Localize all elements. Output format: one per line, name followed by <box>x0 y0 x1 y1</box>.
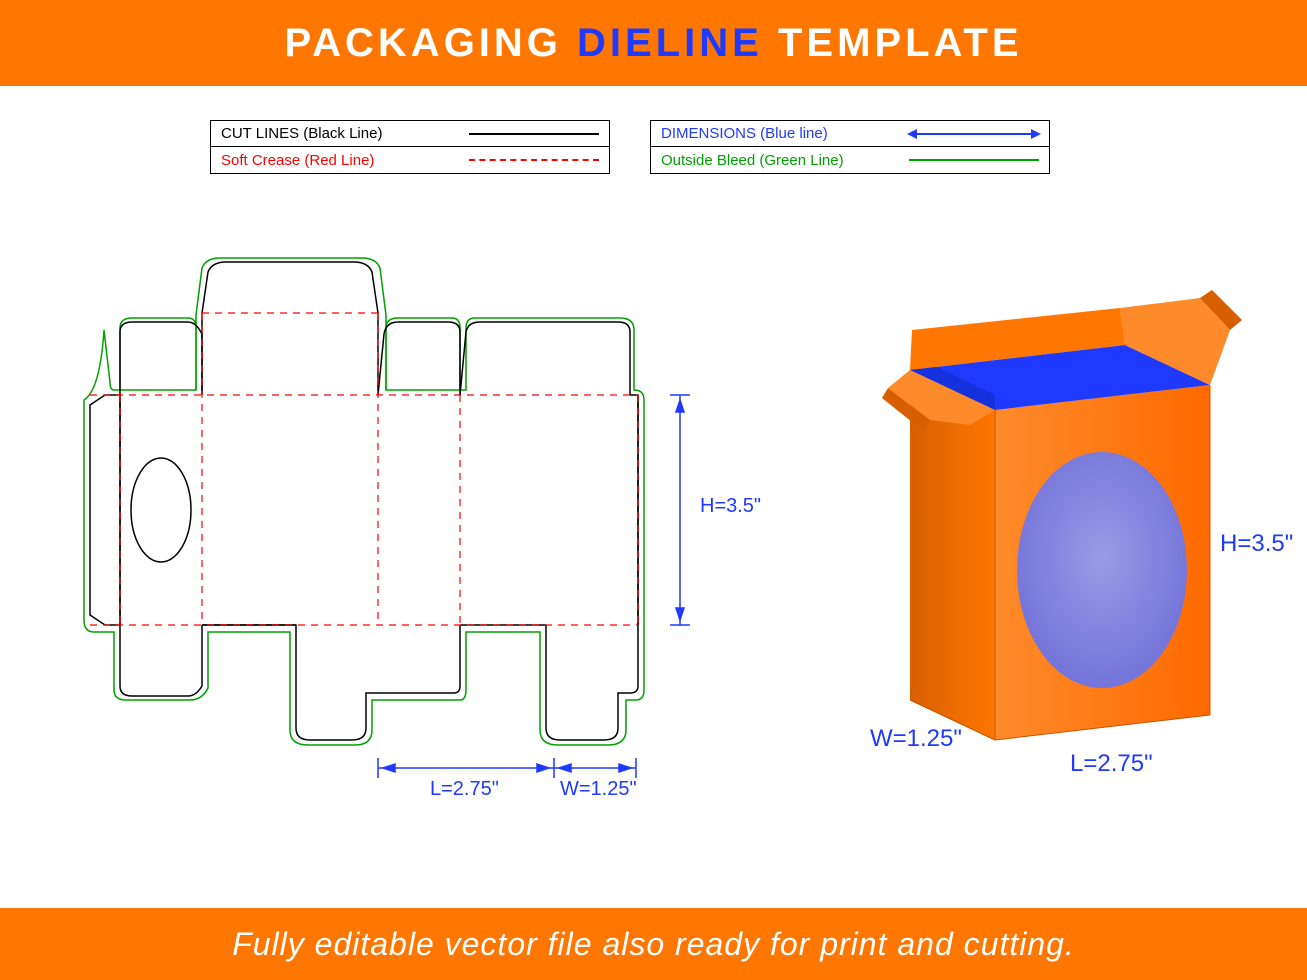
legend-label: CUT LINES (Black Line) <box>221 125 469 142</box>
header-band: PACKAGING DIELINE TEMPLATE <box>0 0 1307 86</box>
page-title: PACKAGING DIELINE TEMPLATE <box>284 21 1022 66</box>
footer-text: Fully editable vector file also ready fo… <box>232 926 1075 963</box>
bleed-outline <box>84 258 644 745</box>
legend-row-cut: CUT LINES (Black Line) <box>211 121 609 147</box>
crease-lines <box>90 313 638 625</box>
footer-band: Fully editable vector file also ready fo… <box>0 908 1307 980</box>
legend-label: DIMENSIONS (Blue line) <box>661 125 909 142</box>
legend-sample-dash-red <box>469 159 599 161</box>
legend-box-left: CUT LINES (Black Line) Soft Crease (Red … <box>210 120 610 174</box>
cut-outline <box>90 262 638 740</box>
legend-sample-arrow-blue <box>909 133 1039 135</box>
dim3d-w-label: W=1.25" <box>870 725 962 753</box>
dimension-lines <box>378 395 690 778</box>
dim3d-h-label: H=3.5" <box>1220 530 1293 558</box>
legend-label: Outside Bleed (Green Line) <box>661 152 909 169</box>
box-3d-render: H=3.5" L=2.75" W=1.25" <box>870 270 1270 830</box>
legend: CUT LINES (Black Line) Soft Crease (Red … <box>210 120 1050 174</box>
title-word-1: PACKAGING <box>284 21 561 65</box>
title-word-2: DIELINE <box>577 21 763 65</box>
legend-label: Soft Crease (Red Line) <box>221 152 469 169</box>
legend-row-dimensions: DIMENSIONS (Blue line) <box>651 121 1049 147</box>
dim-l-label: L=2.75" <box>430 778 499 801</box>
legend-row-bleed: Outside Bleed (Green Line) <box>651 147 1049 173</box>
box-window <box>1017 452 1187 688</box>
legend-sample-solid-black <box>469 133 599 135</box>
dim-w-label: W=1.25" <box>560 778 637 801</box>
dim-h-label: H=3.5" <box>700 495 761 518</box>
legend-sample-solid-green <box>909 159 1039 161</box>
title-word-3: TEMPLATE <box>778 21 1023 65</box>
dieline-flat: H=3.5" L=2.75" W=1.25" <box>60 200 830 830</box>
legend-row-crease: Soft Crease (Red Line) <box>211 147 609 173</box>
dim3d-l-label: L=2.75" <box>1070 750 1153 778</box>
legend-box-right: DIMENSIONS (Blue line) Outside Bleed (Gr… <box>650 120 1050 174</box>
